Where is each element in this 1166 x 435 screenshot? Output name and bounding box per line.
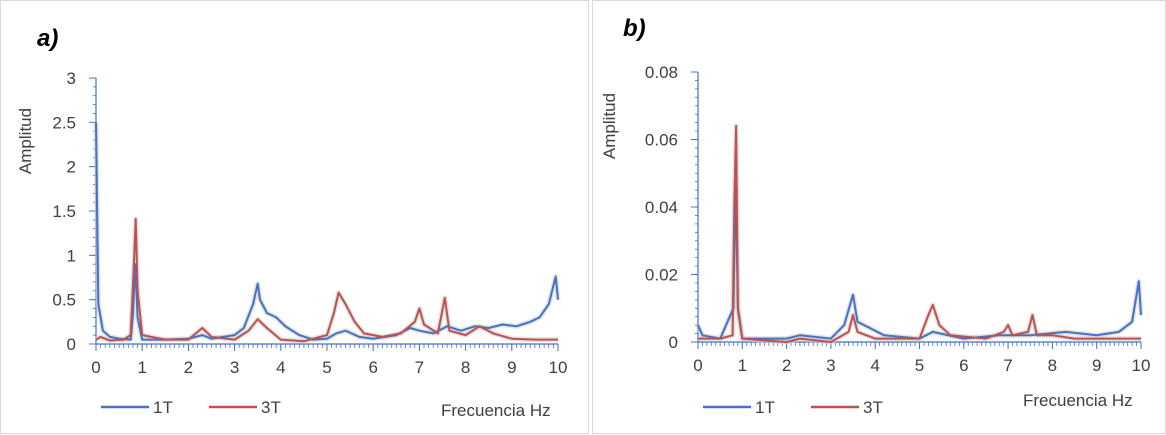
x-tick-label-b: 8	[1048, 356, 1057, 375]
x-tick-label-a: 3	[230, 358, 239, 377]
chart-panel-a: a) 0 1 2 3 4 5 6 7 8 9 10 0 0.5 1 1.5 2 2.5 3 Amplitud Frec…	[0, 0, 589, 434]
x-tick-label-b: 9	[1092, 356, 1101, 375]
x-tick-label-b: 3	[826, 356, 835, 375]
y-axis-title-a: Amplitud	[16, 108, 35, 174]
legend-label-b-1T: 1T	[755, 398, 775, 417]
series-halo-b-1	[698, 123, 1141, 345]
x-tick-label-b: 7	[1003, 356, 1012, 375]
x-axis-title-a: Frecuencia Hz	[441, 401, 551, 420]
series-line-b-3T	[698, 125, 1141, 343]
x-tick-label-b: 1	[738, 356, 747, 375]
legend-label-a-1T: 1T	[153, 398, 173, 417]
x-tick-label-a: 5	[322, 358, 331, 377]
x-tick-label-a: 9	[507, 358, 516, 377]
x-tick-label-a: 2	[184, 358, 193, 377]
x-tick-label-a: 1	[137, 358, 146, 377]
panel-label-b: b)	[623, 15, 646, 42]
legend-label-b-3T: 3T	[863, 398, 883, 417]
y-tick-label-a: 1.5	[52, 202, 76, 221]
x-tick-label-a: 8	[461, 358, 470, 377]
chart-panel-b: b) 0 1 2 3 4 5 6 7 8 9 10 0 0.02 0.04 0.06 0.08 Amplitud…	[592, 0, 1166, 434]
chart-b-plot: 0 1 2 3 4 5 6 7 8 9 10 0 0.02 0.04 0.06 0.08 Amplitud Fre…	[600, 63, 1151, 417]
series-line-a-3T	[95, 218, 558, 343]
x-axis-title-b: Frecuencia Hz	[1023, 391, 1133, 410]
x-tick-label-b: 5	[915, 356, 924, 375]
x-tick-label-a: 7	[415, 358, 424, 377]
y-tick-label-b: 0.04	[645, 198, 678, 217]
y-tick-label-a: 0.5	[52, 291, 76, 310]
chart-a-plot: 0 1 2 3 4 5 6 7 8 9 10 0 0.5 1 1.5 2 2.5 3 Amplitud Frecuen…	[16, 69, 568, 420]
series-line-b-1T	[697, 179, 1142, 340]
y-tick-label-b: 0.08	[645, 63, 678, 82]
series-halo-a-1	[94, 216, 558, 344]
legend-label-a-3T: 3T	[261, 398, 281, 417]
y-tick-label-a: 0	[67, 335, 76, 354]
y-tick-label-a: 2	[67, 158, 76, 177]
series-halo-a-0	[93, 122, 561, 343]
x-tick-label-b: 10	[1132, 356, 1151, 375]
y-axis-title-b: Amplitud	[600, 93, 619, 159]
y-tick-label-b: 0	[669, 333, 678, 352]
y-tick-label-a: 1	[67, 246, 76, 265]
x-tick-label-a: 4	[276, 358, 285, 377]
series-halo-b-0	[695, 177, 1144, 342]
x-tick-label-b: 6	[959, 356, 968, 375]
x-tick-label-b: 0	[693, 356, 702, 375]
x-tick-label-a: 6	[368, 358, 377, 377]
x-tick-label-b: 4	[870, 356, 879, 375]
panel-label-a: a)	[37, 25, 59, 52]
y-tick-label-b: 0.06	[645, 131, 678, 150]
y-tick-label-b: 0.02	[645, 266, 678, 285]
y-tick-label-a: 2.5	[52, 113, 76, 132]
x-tick-label-b: 2	[782, 356, 791, 375]
x-tick-label-a: 0	[91, 358, 100, 377]
x-tick-label-a: 10	[549, 358, 568, 377]
y-tick-label-a: 3	[67, 69, 76, 88]
series-line-a-1T	[95, 122, 559, 341]
